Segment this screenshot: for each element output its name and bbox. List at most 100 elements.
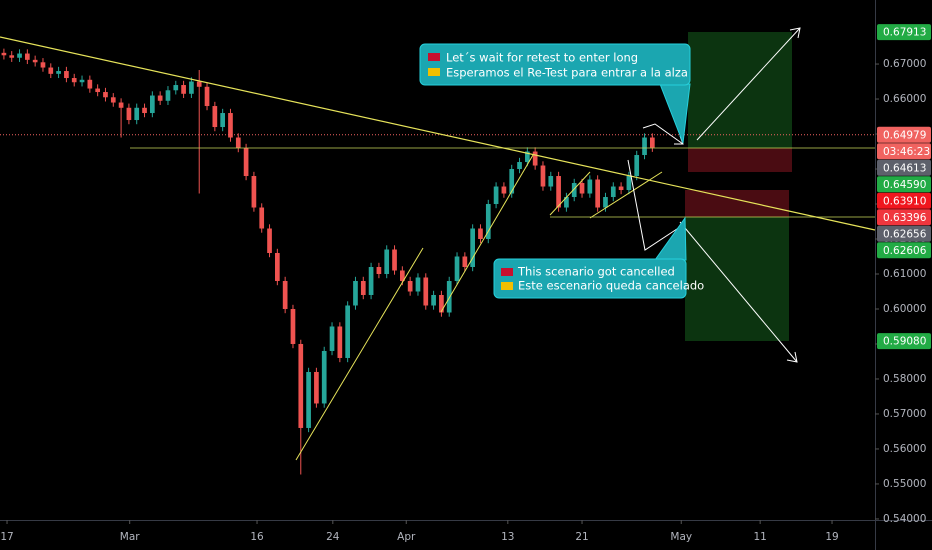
y-tick-label: 0.56000	[883, 443, 926, 455]
countdown-label: 03:46:23	[877, 143, 931, 160]
candle-body	[103, 92, 108, 98]
candle-body	[579, 183, 585, 194]
flag-icon	[501, 282, 513, 290]
candle-body	[485, 204, 491, 240]
candle-body	[571, 183, 577, 198]
long-stop-zone	[688, 148, 792, 172]
candle-body	[525, 151, 530, 163]
price-label-text: 0.63910	[883, 195, 926, 207]
price-label-text: 0.59080	[883, 336, 926, 348]
candle-body	[95, 88, 100, 93]
y-tick-label: 0.54000	[883, 513, 926, 525]
candle-body	[532, 151, 538, 166]
candle-body	[423, 277, 429, 306]
price-label-text: 0.64590	[883, 179, 926, 191]
price-label-box	[877, 192, 931, 209]
candle-body	[157, 95, 163, 101]
trend-line	[295, 247, 424, 461]
candle-body	[400, 270, 405, 281]
candle-body	[79, 79, 85, 83]
candle-body	[415, 277, 421, 292]
candle-body	[134, 107, 140, 121]
candle-body	[650, 137, 655, 148]
callout: This scenario got cancelled Este escenar…	[493, 216, 704, 299]
candle-body	[439, 294, 444, 313]
candle-body	[540, 165, 546, 187]
annotation-text: This scenario got cancelled	[517, 265, 675, 279]
candle-body	[493, 186, 499, 205]
price-label-box	[877, 209, 931, 226]
candle-body	[64, 71, 69, 79]
candle-body	[368, 266, 374, 295]
candle-body	[384, 249, 390, 274]
candle-body	[87, 79, 93, 89]
candle-body	[25, 53, 30, 60]
candle-body	[337, 326, 343, 358]
candle-body	[376, 266, 382, 274]
candle-body	[587, 179, 593, 194]
candle-body	[626, 176, 632, 191]
candle-body	[329, 326, 335, 351]
short-stop-zone	[685, 190, 789, 217]
price-label: 0.62606	[877, 242, 931, 259]
candle-body	[610, 186, 616, 198]
annotation-text: Let´s wait for retest to enter long	[446, 51, 638, 65]
candle-body	[470, 228, 475, 267]
x-tick-label: 11	[753, 531, 766, 543]
y-tick-label: 0.55000	[883, 478, 926, 490]
candle-body	[360, 280, 366, 295]
candle-body	[259, 207, 265, 229]
trend-line	[0, 36, 876, 231]
annotation-text: Esperamos el Re-Test para entrar a la al…	[446, 66, 688, 80]
candle-body	[32, 59, 38, 63]
flag-icon	[428, 68, 440, 76]
price-label: 0.63910	[877, 192, 931, 209]
price-label-text: 0.62656	[883, 228, 927, 240]
candle-body	[228, 113, 233, 138]
candle-body	[126, 107, 132, 121]
arrows	[627, 27, 801, 363]
candle-body	[314, 371, 319, 404]
candle-body	[189, 81, 194, 94]
x-tick-label: Apr	[397, 531, 416, 543]
x-tick-label: 19	[825, 531, 838, 543]
price-label: 0.59080	[877, 333, 931, 350]
axes: 0.54000 0.55000 0.56000 0.57000 0.58000 0.590…	[0, 24, 931, 543]
short-target-zone	[685, 217, 789, 341]
callout: Let´s wait for retest to enter long Espe…	[419, 43, 691, 144]
flag-icon	[501, 268, 513, 276]
candle-body	[446, 280, 452, 313]
y-tick-label: 0.60000	[883, 303, 926, 315]
candle-body	[165, 90, 171, 101]
candle-body	[275, 253, 280, 281]
x-tick-label: 16	[250, 531, 264, 543]
price-label-box	[877, 126, 931, 143]
price-label: 0.62656	[877, 225, 931, 242]
candle-body	[290, 308, 296, 344]
candle-body	[196, 81, 202, 87]
price-label-box	[877, 242, 931, 259]
candle-body	[235, 137, 241, 149]
x-tick-label: 24	[326, 531, 340, 543]
y-tick-label: 0.66000	[883, 93, 926, 105]
candle-body	[306, 371, 311, 428]
candle-body	[150, 95, 155, 114]
candle-body	[212, 106, 218, 128]
candle-body	[564, 197, 569, 208]
price-label-box	[877, 225, 931, 242]
candle-body	[251, 176, 257, 208]
price-label-text: 0.63396	[883, 212, 927, 224]
candle-body	[243, 148, 249, 177]
candle-body	[642, 137, 647, 156]
candle-body	[407, 280, 413, 292]
candle-body	[142, 107, 147, 114]
candle-body	[17, 53, 22, 58]
candle-body	[548, 176, 554, 187]
price-label: 0.64613	[877, 159, 931, 176]
candle-body	[478, 228, 483, 240]
price-label-box	[877, 176, 931, 193]
x-tick-label: Mar	[120, 531, 140, 543]
candle-body	[462, 256, 468, 267]
candle-body	[321, 350, 327, 404]
candle-body	[517, 162, 522, 170]
